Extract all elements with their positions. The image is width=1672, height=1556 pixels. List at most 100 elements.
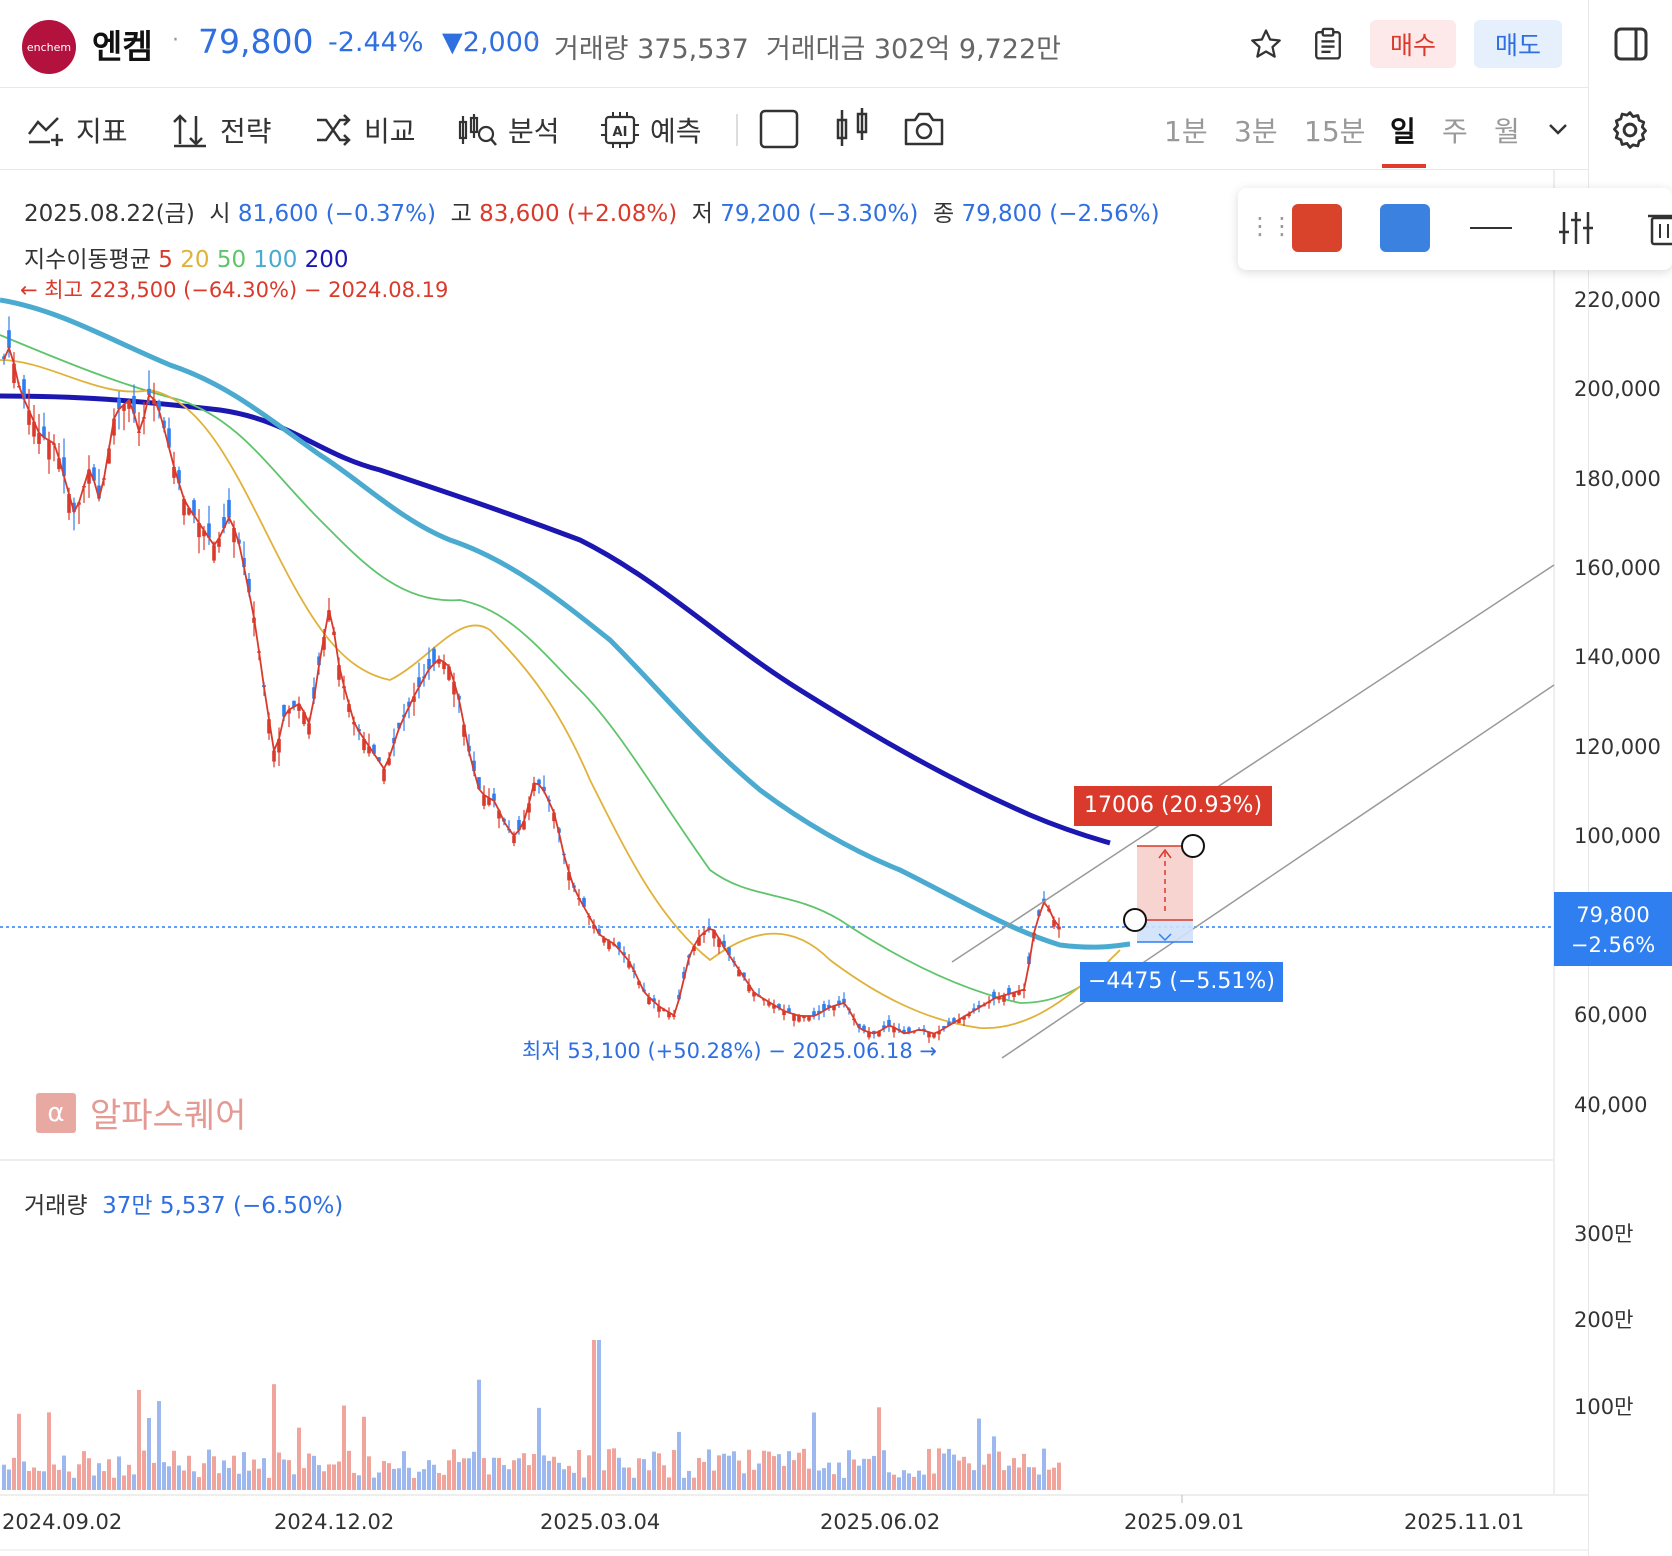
- color-swatch-red[interactable]: [1292, 204, 1342, 252]
- tool-analysis[interactable]: 분석: [456, 110, 560, 150]
- volume-bar: [367, 1456, 371, 1490]
- candle-body: [737, 969, 741, 977]
- tool-forecast[interactable]: AI 예측: [600, 110, 702, 150]
- ai-chip-icon: AI: [601, 112, 639, 148]
- volume-bar: [897, 1477, 901, 1490]
- timeframe-15min[interactable]: 15분: [1304, 115, 1366, 148]
- volume-bar: [197, 1477, 201, 1490]
- star-icon[interactable]: [1244, 22, 1288, 66]
- candle-body: [887, 1019, 891, 1026]
- candle-body: [42, 426, 46, 438]
- volume-bar: [892, 1474, 896, 1490]
- volume-bar: [122, 1475, 126, 1490]
- square-icon[interactable]: [758, 108, 800, 154]
- volume-bar: [667, 1477, 671, 1490]
- volume-bar: [397, 1468, 401, 1490]
- alphasquare-logo: α: [36, 1092, 76, 1133]
- candle-body: [397, 722, 401, 729]
- candle-body: [162, 420, 166, 429]
- volume-bar: [147, 1417, 151, 1490]
- active-timeframe-indicator: [1382, 164, 1426, 168]
- timeframe-3min[interactable]: 3분: [1234, 115, 1278, 148]
- volume-bar: [572, 1472, 576, 1490]
- volume-bar: [417, 1471, 421, 1490]
- ema-legend[interactable]: 지수이동평균 5 20 50 100 200: [24, 247, 349, 273]
- y-tick: 160,000: [1574, 556, 1661, 580]
- timeframe-1min[interactable]: 1분: [1164, 115, 1208, 148]
- color-swatch-blue[interactable]: [1380, 204, 1430, 252]
- indicator-icon: [28, 117, 63, 146]
- candle-body: [522, 821, 526, 830]
- candle-body: [62, 457, 66, 477]
- trash-icon[interactable]: [1646, 208, 1672, 252]
- volume-bar: [852, 1459, 856, 1490]
- candle-body: [512, 835, 516, 844]
- volume-bar: [212, 1456, 216, 1490]
- candle-body: [582, 898, 586, 907]
- timeframe-week[interactable]: 주: [1442, 115, 1468, 148]
- candle-type-icon[interactable]: [832, 106, 872, 154]
- volume-bar: [532, 1453, 536, 1490]
- candle-body: [527, 803, 531, 813]
- candle-body: [107, 448, 111, 464]
- volume-bar: [457, 1462, 461, 1490]
- chevron-down-icon[interactable]: [1546, 120, 1570, 142]
- volume-bar: [977, 1418, 981, 1490]
- volume-bar: [902, 1470, 906, 1490]
- volume-bar: [812, 1412, 816, 1490]
- volume-bar: [487, 1474, 491, 1490]
- timeframe-day[interactable]: 일: [1390, 115, 1416, 148]
- camera-icon[interactable]: [902, 108, 946, 154]
- volume-bar: [492, 1457, 496, 1490]
- timeframe-month[interactable]: 월: [1494, 115, 1520, 148]
- volume-bar: [767, 1451, 771, 1490]
- volume-bar: [262, 1458, 266, 1490]
- clipboard-icon[interactable]: [1306, 22, 1350, 66]
- volume-bar: [107, 1459, 111, 1490]
- volume-bar: [592, 1340, 596, 1490]
- gear-icon[interactable]: [1608, 108, 1652, 152]
- candle-body: [277, 738, 281, 753]
- candle-body: [1002, 995, 1006, 1002]
- candle-body: [857, 1023, 861, 1028]
- candle-body: [742, 972, 746, 978]
- candle-body: [67, 494, 71, 513]
- candle-body: [32, 421, 36, 437]
- volume-bar: [52, 1464, 56, 1490]
- candle-body: [37, 432, 41, 444]
- volume-bar: [932, 1473, 936, 1490]
- volume-bar: [1002, 1470, 1006, 1490]
- buy-button[interactable]: 매수: [1370, 20, 1456, 68]
- volume-bar: [137, 1389, 141, 1490]
- volume-bar: [877, 1407, 881, 1490]
- tool-compare[interactable]: 비교: [314, 110, 416, 150]
- volume-bar: [822, 1468, 826, 1490]
- line-style-icon[interactable]: [1470, 227, 1512, 229]
- chart-toolbar: 지표 전략 비교 분석 AI 예측 1분 3분 15분 일 주 월: [0, 88, 1588, 170]
- volume-bar: [297, 1427, 301, 1490]
- volume-bar: [717, 1455, 721, 1490]
- ohlc-info: 2025.08.22(금) 시 81,600 (−0.37%) 고 83,600…: [24, 201, 1160, 227]
- separator: ·: [532, 28, 539, 53]
- volume-bar: [142, 1450, 146, 1490]
- candle-body: [347, 704, 351, 712]
- volume-bar: [672, 1449, 676, 1490]
- volume-bar: [387, 1463, 391, 1490]
- price-chart[interactable]: [0, 170, 1588, 1556]
- volume-bar: [472, 1451, 476, 1490]
- tool-indicator[interactable]: 지표: [26, 110, 128, 150]
- settings-sliders-icon[interactable]: [1556, 208, 1596, 252]
- volume-bar: [317, 1465, 321, 1490]
- volume-bar: [567, 1465, 571, 1490]
- volume-bar: [207, 1449, 211, 1490]
- tool-strategy[interactable]: 전략: [170, 110, 272, 150]
- candle-body: [617, 942, 621, 950]
- volume-bar: [657, 1453, 661, 1490]
- volume-bar: [827, 1462, 831, 1490]
- sell-button[interactable]: 매도: [1474, 20, 1562, 68]
- volume-bar: [527, 1465, 531, 1490]
- candle-body: [72, 502, 76, 512]
- drag-handle-icon[interactable]: ⋮⋮: [1248, 212, 1294, 240]
- volume-bar: [587, 1455, 591, 1490]
- panel-toggle-icon[interactable]: [1611, 24, 1651, 68]
